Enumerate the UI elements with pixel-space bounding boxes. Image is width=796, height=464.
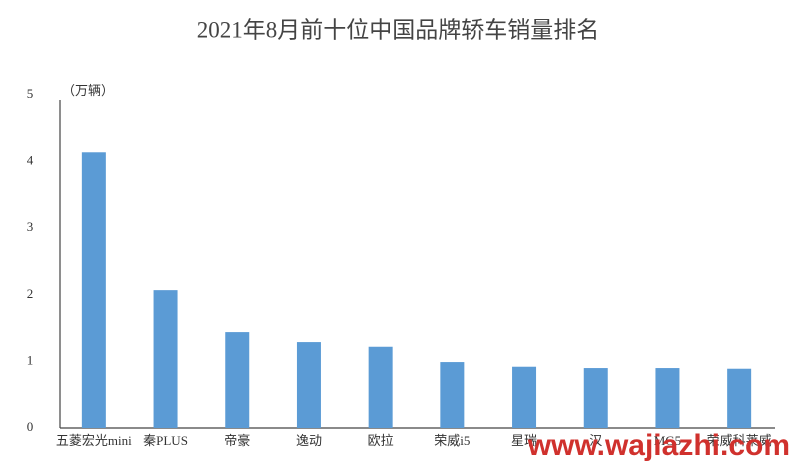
bar	[655, 368, 680, 428]
bar	[440, 362, 465, 428]
y-tick-label: 4	[27, 153, 34, 168]
chart-title: 2021年8月前十位中国品牌轿车销量排名	[197, 17, 600, 42]
bar	[153, 290, 178, 428]
bar	[225, 332, 250, 428]
x-tick-label: 欧拉	[368, 433, 394, 448]
y-tick-label: 3	[27, 219, 34, 234]
x-tick-label: 星瑞	[511, 433, 537, 448]
bar	[368, 346, 393, 428]
x-tick-label: 秦PLUS	[143, 433, 188, 448]
x-tick-label: MG5	[654, 433, 681, 448]
x-tick-label: 荣威科莱威	[707, 433, 772, 448]
x-tick-label: 逸动	[296, 433, 322, 448]
bar	[296, 342, 321, 428]
y-tick-label: 1	[27, 352, 34, 367]
bar	[727, 368, 752, 428]
y-axis-label: （万辆）	[62, 83, 114, 98]
bar	[512, 366, 537, 428]
bar	[583, 368, 608, 428]
y-tick-label: 5	[27, 86, 34, 101]
y-tick-label: 2	[27, 286, 34, 301]
watermark: www.wajiazhi.com	[527, 429, 790, 462]
x-tick-label: 五菱宏光mini	[56, 433, 132, 448]
x-tick-label: 荣威i5	[434, 433, 470, 448]
bar	[81, 152, 106, 428]
y-tick-label: 0	[27, 419, 34, 434]
x-tick-label: 汉	[589, 433, 602, 448]
x-tick-label: 帝豪	[224, 433, 250, 448]
